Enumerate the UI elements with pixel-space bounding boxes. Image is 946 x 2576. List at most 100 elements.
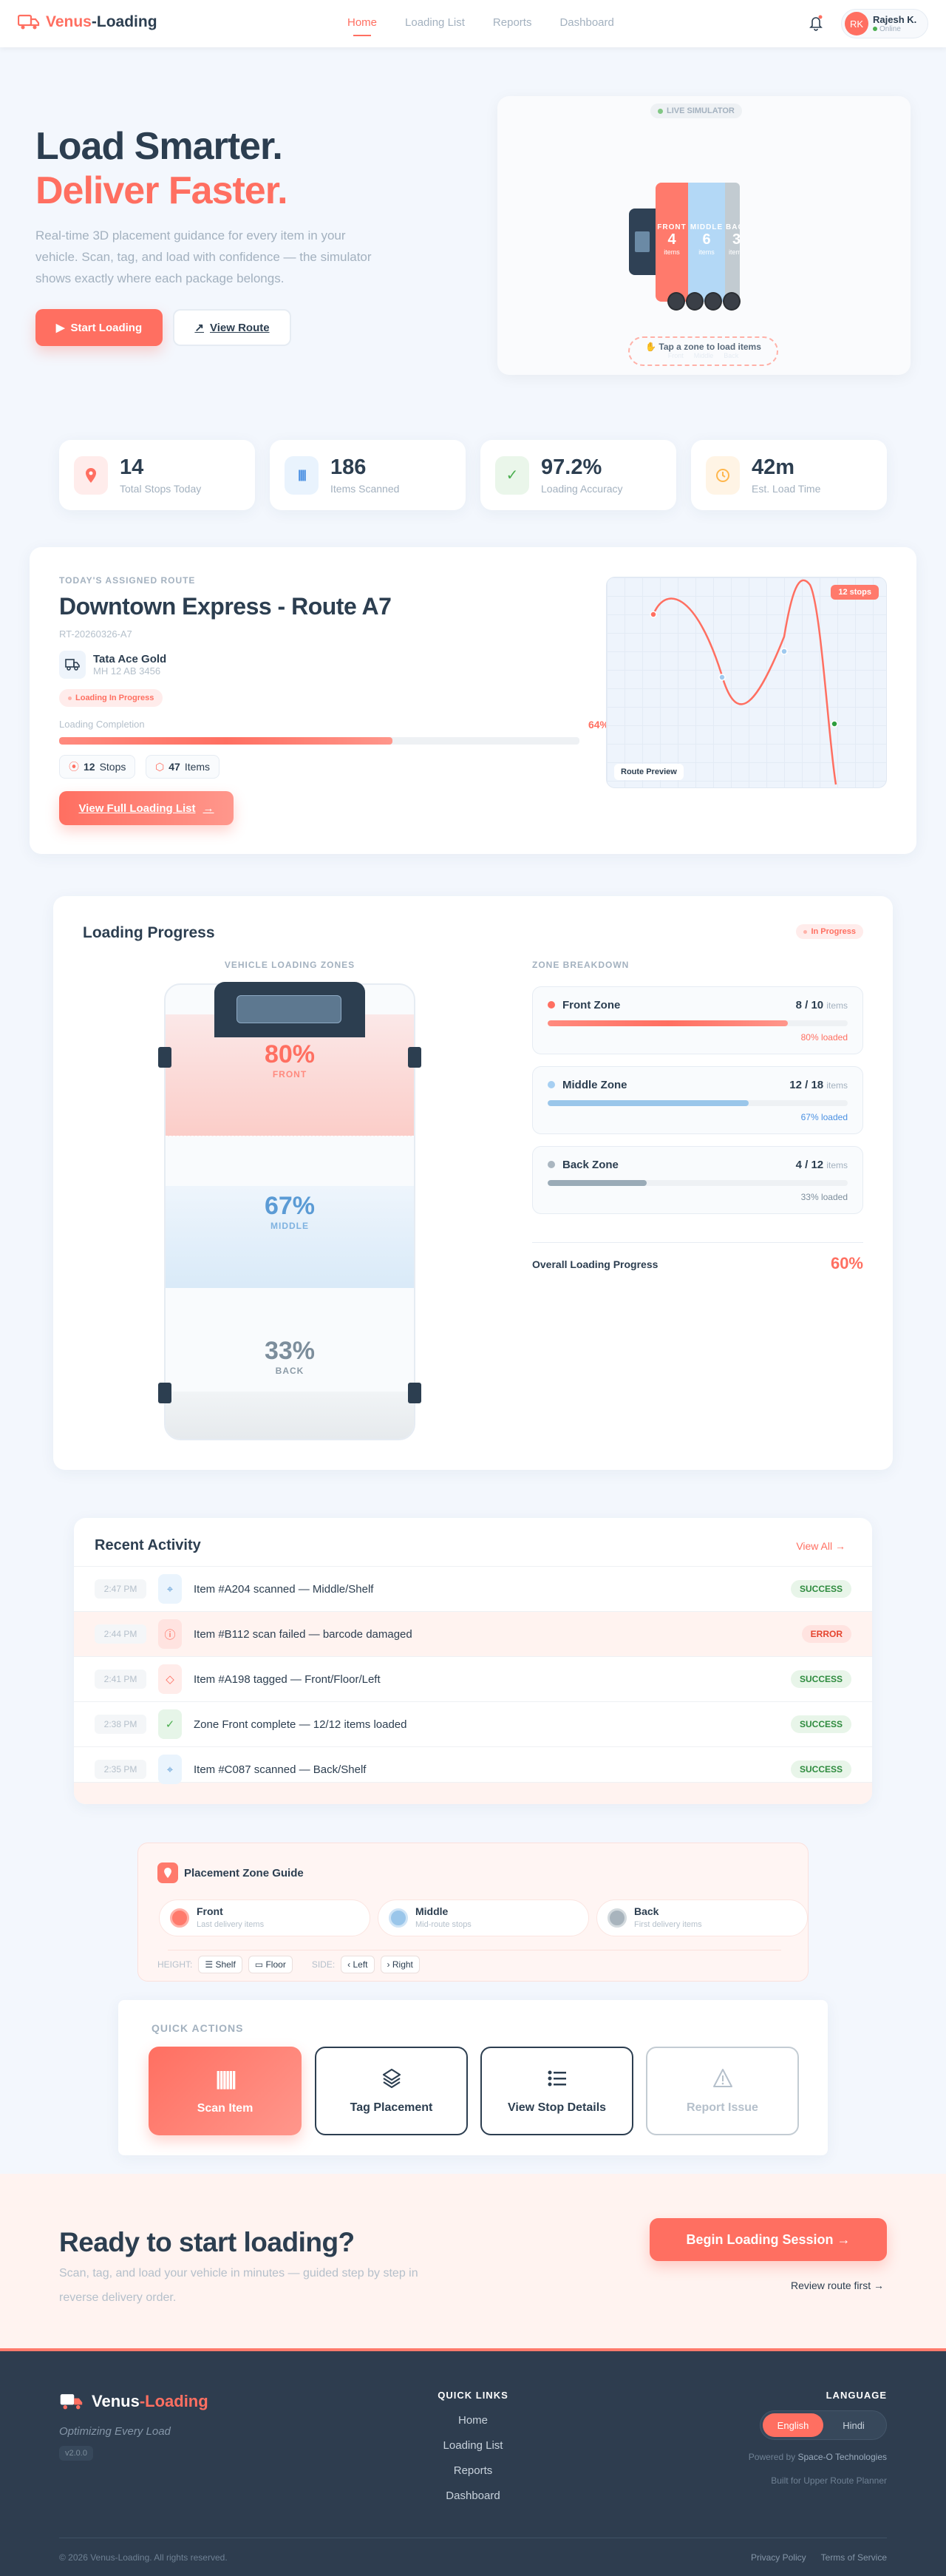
live-simulator: LIVE SIMULATOR FRONT 4 items MIDDLE 6 items … bbox=[497, 96, 911, 375]
privacy-link[interactable]: Privacy Policy bbox=[750, 2552, 806, 2563]
box-icon: ⬡ bbox=[155, 760, 165, 773]
zone-loaded: 67% loaded bbox=[800, 1112, 848, 1122]
scan-item-button[interactable]: |||||| Scan Item bbox=[149, 2047, 302, 2135]
tag-icon: ◇ bbox=[158, 1664, 182, 1694]
brand-b: -Loading bbox=[91, 13, 157, 30]
powered-by: Powered by Space-O Technologies bbox=[665, 2452, 887, 2462]
zone-count: 8 / 10 bbox=[795, 999, 824, 1011]
map-stops-badge: 12 stops bbox=[831, 585, 879, 600]
status-badge: Loading In Progress bbox=[59, 689, 163, 707]
view-all-link[interactable]: View All → bbox=[796, 1540, 845, 1552]
quick-links-title: QUICK LINKS bbox=[438, 2390, 508, 2401]
route-map[interactable]: 12 stops Route Preview bbox=[606, 577, 887, 788]
stat-value: 42m bbox=[752, 455, 795, 479]
tag-placement-button[interactable]: Tag Placement bbox=[315, 2047, 468, 2135]
terms-link[interactable]: Terms of Service bbox=[820, 2552, 887, 2563]
built-for: Built for Upper Route Planner bbox=[771, 2475, 887, 2486]
user-menu[interactable]: RK Rajesh K. Online bbox=[841, 9, 928, 38]
nav-reports[interactable]: Reports bbox=[492, 16, 532, 29]
zone-name: MIDDLE bbox=[690, 223, 724, 231]
view-route-label: View Route bbox=[210, 321, 270, 334]
nav-loading-list[interactable]: Loading List bbox=[405, 16, 465, 29]
begin-loading-session-button[interactable]: Begin Loading Session → bbox=[650, 2218, 887, 2261]
arrow-up-right-icon: ↗ bbox=[194, 322, 204, 334]
footer: Venus-Loading Optimizing Every Load v2.0… bbox=[0, 2348, 946, 2576]
zone-card-front[interactable]: Front Zone 8 / 10 items 80% loaded bbox=[532, 986, 863, 1054]
language-title: LANGUAGE bbox=[826, 2390, 887, 2401]
route-path bbox=[650, 579, 838, 785]
completion-label: Loading Completion bbox=[59, 719, 145, 730]
zone-unit: items bbox=[729, 248, 740, 256]
lang-english[interactable]: English bbox=[763, 2413, 823, 2437]
sim-zone-front[interactable]: FRONT 4 items bbox=[656, 183, 688, 302]
activity-row[interactable]: 2:38 PM ✓ Zone Front complete — 12/12 item… bbox=[74, 1701, 872, 1746]
activity-row[interactable]: 2:47 PM ⌖ Item #A204 scanned — Middle/Shel… bbox=[74, 1566, 872, 1611]
activity-time: 2:47 PM bbox=[95, 1579, 146, 1599]
sim-zone-middle[interactable]: MIDDLE 6 items bbox=[688, 183, 725, 302]
activity-row[interactable]: 2:44 PM ⓘ Item #B112 scan failed — barcode… bbox=[74, 1611, 872, 1656]
activity-time: 2:41 PM bbox=[95, 1670, 146, 1689]
view-route-button[interactable]: ↗ View Route bbox=[173, 309, 291, 346]
footer-link-dashboard[interactable]: Dashboard bbox=[446, 2489, 500, 2502]
action-label: Scan Item bbox=[197, 2101, 253, 2115]
report-issue-button[interactable]: Report Issue bbox=[646, 2047, 799, 2135]
brand-logo[interactable]: Venus-Loading bbox=[18, 13, 157, 31]
nav-home[interactable]: Home bbox=[347, 16, 378, 36]
zone-name: MIDDLE bbox=[270, 1221, 309, 1231]
footer-link-reports[interactable]: Reports bbox=[453, 2464, 493, 2477]
nav-dashboard[interactable]: Dashboard bbox=[559, 16, 614, 29]
zone-loaded: 33% loaded bbox=[800, 1192, 848, 1202]
start-loading-button[interactable]: ▶ Start Loading bbox=[35, 309, 163, 346]
footer-link-home[interactable]: Home bbox=[457, 2414, 488, 2427]
powered-company[interactable]: Space-O Technologies bbox=[797, 2452, 887, 2462]
arrow-right-icon: → bbox=[203, 801, 214, 815]
barcode-icon: |||||| bbox=[215, 2067, 237, 2089]
wheel bbox=[408, 1047, 421, 1068]
overall-value: 60% bbox=[830, 1254, 863, 1272]
view-loading-list-button[interactable]: View Full Loading List → bbox=[59, 791, 234, 825]
user-name: Rajesh K. bbox=[873, 14, 917, 25]
vehicle-plate: MH 12 AB 3456 bbox=[93, 665, 161, 677]
right-label: Right bbox=[392, 1959, 413, 1970]
check-icon: ✓ bbox=[158, 1709, 182, 1739]
vehicle-zone-middle[interactable]: 67% MIDDLE bbox=[166, 1186, 414, 1288]
guide-zone-name: Front bbox=[197, 1905, 223, 1917]
review-route-link[interactable]: Review route first → bbox=[790, 2280, 884, 2291]
view-stop-details-button[interactable]: View Stop Details bbox=[480, 2047, 633, 2135]
wheel bbox=[158, 1047, 171, 1068]
footer-link-loading-list[interactable]: Loading List bbox=[443, 2439, 503, 2452]
zone-card-back[interactable]: Back Zone 4 / 12 items 33% loaded bbox=[532, 1146, 863, 1214]
stat-total-stops: 14 Total Stops Today bbox=[59, 440, 255, 510]
vehicle-cab bbox=[214, 982, 365, 1037]
legend-front: Front bbox=[667, 352, 684, 359]
live-badge-label: LIVE SIMULATOR bbox=[667, 106, 735, 115]
barcode-icon: |||| bbox=[285, 455, 319, 495]
stat-label: Est. Load Time bbox=[752, 483, 821, 495]
map-label: Route Preview bbox=[614, 764, 684, 780]
cta-title: Ready to start loading? bbox=[59, 2227, 355, 2257]
vehicle-zone-back[interactable]: 33% BACK bbox=[166, 1288, 414, 1439]
activity-row[interactable]: 2:35 PM ⌖ Item #C087 scanned — Back/Shelf S… bbox=[74, 1746, 872, 1792]
warning-icon bbox=[712, 2069, 732, 2087]
activity-time: 2:38 PM bbox=[95, 1715, 146, 1734]
zone-title: Back Zone bbox=[562, 1159, 619, 1171]
status-text: Loading In Progress bbox=[75, 694, 154, 702]
scan-icon: ⌖ bbox=[158, 1755, 182, 1784]
stat-label: Loading Accuracy bbox=[541, 483, 623, 495]
lang-hindi[interactable]: Hindi bbox=[843, 2419, 865, 2431]
zone-card-middle[interactable]: Middle Zone 12 / 18 items 67% loaded bbox=[532, 1066, 863, 1134]
height-label: HEIGHT: bbox=[157, 1959, 193, 1970]
map-pin-icon bbox=[157, 1862, 178, 1883]
tagline: Optimizing Every Load bbox=[59, 2425, 171, 2438]
zone-name: BACK bbox=[726, 223, 740, 231]
loading-progress-card: Loading Progress In Progress VEHICLE LOA… bbox=[53, 896, 893, 1470]
bell-icon[interactable] bbox=[809, 15, 823, 31]
sim-zone-back[interactable]: BACK3items bbox=[725, 183, 740, 302]
activity-row[interactable]: 2:41 PM ◇ Item #A198 tagged — Front/Floor/… bbox=[74, 1656, 872, 1701]
brand-a: Venus bbox=[46, 13, 92, 30]
hero-line-1: Load Smarter. bbox=[35, 125, 283, 168]
wheel bbox=[408, 1383, 421, 1403]
stat-value: 186 bbox=[330, 455, 367, 479]
wheel bbox=[158, 1383, 171, 1403]
guide-title: Placement Zone Guide bbox=[184, 1867, 304, 1880]
